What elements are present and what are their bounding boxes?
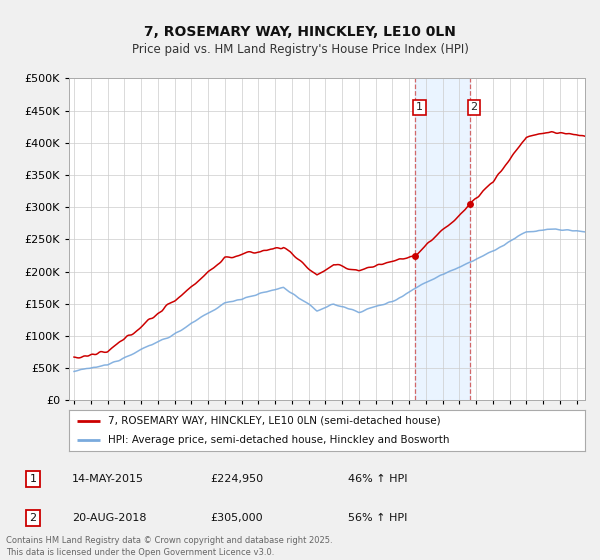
Text: 2: 2 xyxy=(470,102,478,113)
Text: £224,950: £224,950 xyxy=(210,474,263,484)
Text: 1: 1 xyxy=(416,102,423,113)
Text: 56% ↑ HPI: 56% ↑ HPI xyxy=(348,513,407,523)
Text: 2: 2 xyxy=(29,513,37,523)
Text: HPI: Average price, semi-detached house, Hinckley and Bosworth: HPI: Average price, semi-detached house,… xyxy=(108,435,449,445)
Text: Contains HM Land Registry data © Crown copyright and database right 2025.
This d: Contains HM Land Registry data © Crown c… xyxy=(6,536,332,557)
Text: 14-MAY-2015: 14-MAY-2015 xyxy=(72,474,144,484)
Text: 1: 1 xyxy=(29,474,37,484)
Text: Price paid vs. HM Land Registry's House Price Index (HPI): Price paid vs. HM Land Registry's House … xyxy=(131,43,469,56)
Text: 7, ROSEMARY WAY, HINCKLEY, LE10 0LN: 7, ROSEMARY WAY, HINCKLEY, LE10 0LN xyxy=(144,26,456,39)
Text: 7, ROSEMARY WAY, HINCKLEY, LE10 0LN (semi-detached house): 7, ROSEMARY WAY, HINCKLEY, LE10 0LN (sem… xyxy=(108,416,440,426)
Text: 20-AUG-2018: 20-AUG-2018 xyxy=(72,513,146,523)
Text: £305,000: £305,000 xyxy=(210,513,263,523)
Text: 46% ↑ HPI: 46% ↑ HPI xyxy=(348,474,407,484)
Bar xyxy=(415,78,470,400)
